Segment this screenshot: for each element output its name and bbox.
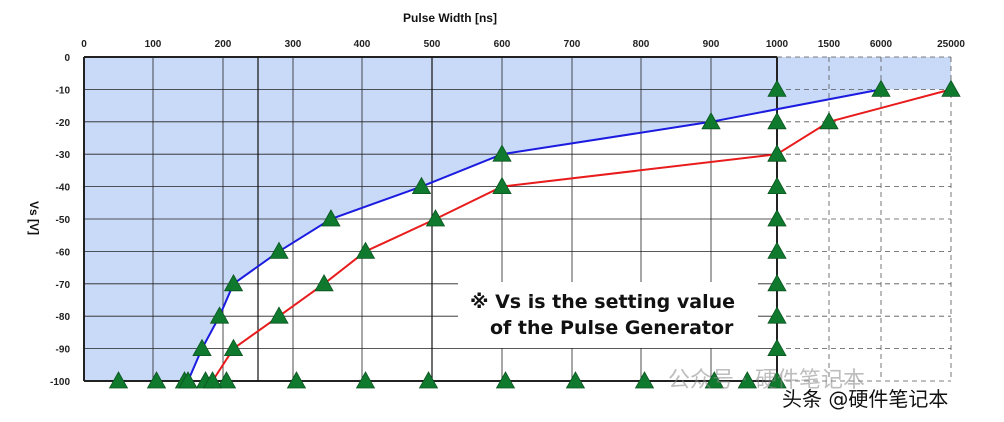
series: [187, 88, 952, 382]
axes: 0 100 200 300 400 500 600 700 800 900 1000 1500 6000…: [50, 39, 965, 388]
triangle-marker: [202, 371, 223, 389]
y-tick-label: -50: [56, 215, 71, 226]
triangle-marker: [767, 241, 787, 259]
x-tick-label: 700: [564, 39, 581, 50]
triangle-marker: [819, 111, 839, 130]
y-tick-label: -60: [56, 247, 71, 258]
triangle-marker: [146, 371, 167, 389]
chart-title: Pulse Width [ns]: [403, 11, 497, 25]
triangle-marker: [767, 273, 787, 292]
annotation-box: ※ Vs is the setting value of the Pulse G…: [458, 282, 758, 348]
y-tick-label: -30: [56, 150, 71, 161]
triangle-marker: [767, 209, 787, 227]
triangle-marker: [767, 79, 787, 97]
triangle-marker: [492, 176, 512, 195]
triangle-marker: [565, 371, 586, 389]
x-tick-label: 200: [215, 39, 232, 50]
annotation-background: [458, 282, 758, 348]
y-tick-label: 0: [64, 53, 70, 64]
triangle-marker: [767, 176, 787, 195]
triangle-marker: [314, 273, 334, 292]
series-line-blue-curve: [187, 88, 882, 382]
x-tick-label: 300: [285, 39, 302, 50]
triangle-marker: [767, 338, 787, 357]
x-tick-label: 1500: [818, 39, 841, 50]
annotation-line-2: of the Pulse Generator: [490, 317, 734, 339]
triangle-marker: [704, 371, 724, 389]
y-tick-label: -70: [56, 280, 71, 291]
triangle-marker: [495, 371, 516, 389]
triangle-marker: [418, 371, 439, 389]
x-tick-label: 800: [633, 39, 650, 50]
y-tick-label: -20: [56, 118, 71, 129]
triangle-marker: [223, 338, 244, 357]
triangle-marker: [321, 209, 341, 227]
shaded-area: [84, 57, 951, 381]
triangle-marker: [269, 241, 289, 259]
x-tick-label: 400: [354, 39, 371, 50]
grid: [83, 56, 952, 382]
x-tick-label: 100: [145, 39, 162, 50]
watermark: 公众号 · 硬件笔记本: [668, 368, 865, 393]
triangle-marker: [411, 176, 432, 195]
x-tick-label: 25000: [937, 39, 965, 50]
triangle-marker: [425, 209, 446, 227]
x-tick-label: 500: [424, 39, 441, 50]
triangle-marker: [767, 306, 787, 324]
y-tick-label: -80: [56, 312, 71, 323]
triangle-marker: [178, 371, 198, 389]
triangle-marker: [223, 273, 244, 292]
series-line-red-curve: [211, 88, 952, 382]
annotation-line-1: ※ Vs is the setting value: [470, 291, 735, 313]
triangle-marker: [209, 306, 230, 324]
triangle-marker: [871, 79, 891, 97]
triangle-marker: [108, 371, 129, 389]
y-tick-label: -40: [56, 183, 71, 194]
triangle-marker: [355, 241, 376, 259]
x-tick-label: 600: [494, 39, 511, 50]
triangle-marker: [634, 371, 655, 389]
triangle-marker: [701, 111, 721, 130]
triangle-marker: [767, 144, 787, 162]
triangle-marker: [492, 144, 512, 162]
triangle-marker: [269, 306, 289, 324]
shaded-region: [84, 57, 951, 381]
triangle-marker: [767, 371, 787, 389]
triangle-marker: [941, 79, 961, 97]
y-axis-label: Vs [V]: [27, 201, 41, 235]
triangle-marker: [192, 338, 212, 357]
y-tick-label: -10: [56, 85, 71, 96]
y-tick-label: -90: [56, 345, 71, 356]
x-tick-label: 6000: [870, 39, 893, 50]
x-tick-label: 0: [81, 39, 87, 50]
x-tick-label: 900: [703, 39, 720, 50]
y-tick-label: -100: [50, 377, 70, 388]
triangle-marker: [355, 371, 376, 389]
triangle-marker: [286, 371, 307, 389]
triangle-marker: [216, 371, 237, 389]
x-tick-label: 1000: [766, 39, 789, 50]
triangle-marker: [737, 371, 757, 389]
triangle-marker: [767, 111, 787, 130]
markers: [108, 79, 961, 389]
credit-text: 头条 @硬件笔记本: [782, 387, 949, 411]
